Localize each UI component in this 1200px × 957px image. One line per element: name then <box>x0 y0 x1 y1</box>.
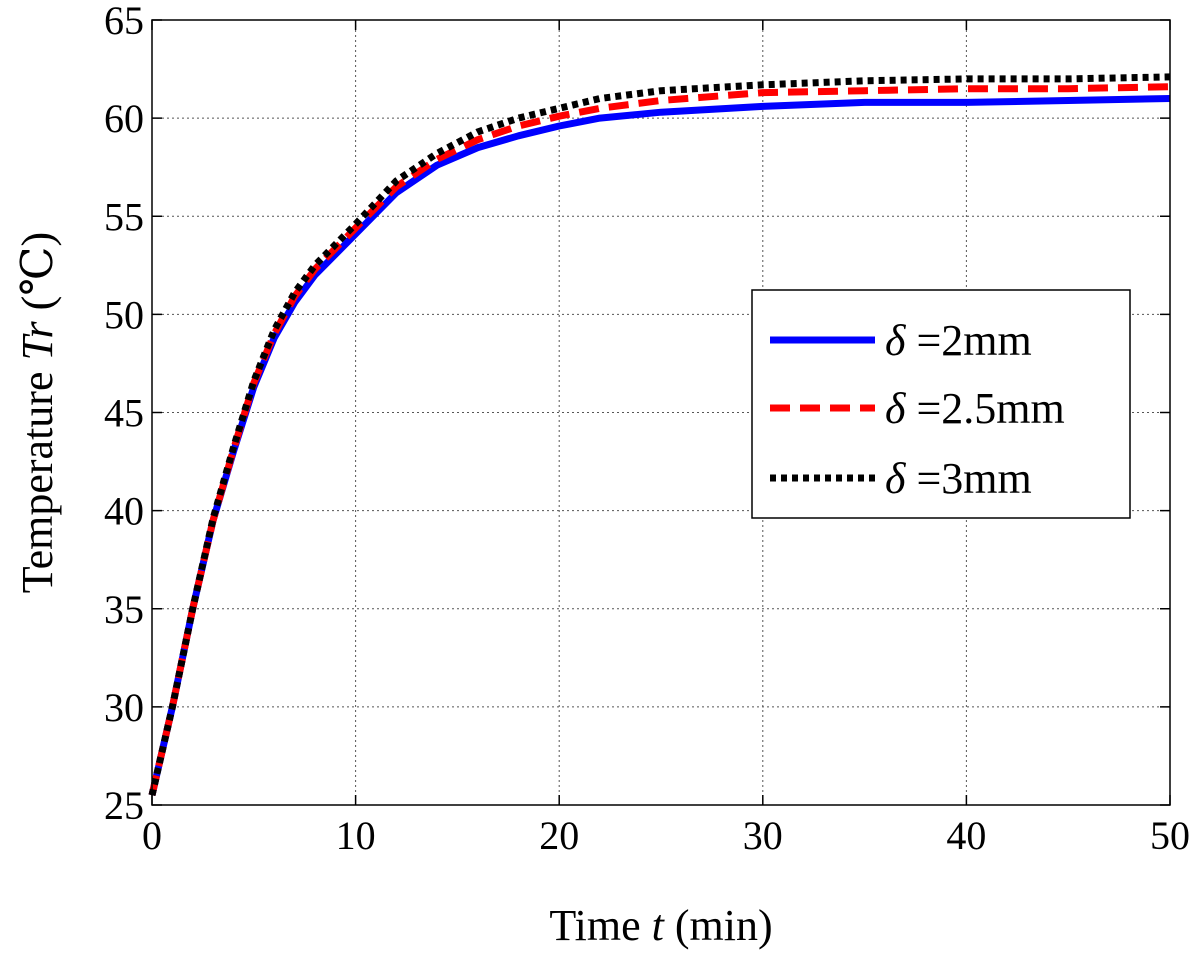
x-tick-label-20: 20 <box>539 813 579 858</box>
y-tick-label-50: 50 <box>104 292 144 337</box>
y-axis-label: Temperature Tr (℃) <box>13 232 62 593</box>
legend-label-series-2: =2.5mm <box>905 384 1064 433</box>
y-tick-label-60: 60 <box>104 96 144 141</box>
y-axis-label-unit: (℃) <box>13 232 62 322</box>
grid-lines <box>152 20 1170 805</box>
y-tick-label-30: 30 <box>104 685 144 730</box>
series-line-2 <box>148 83 1171 796</box>
legend-label-series-3: =3mm <box>905 454 1031 503</box>
series-layer <box>148 73 1171 796</box>
legend-label-series-1: =2mm <box>905 316 1031 365</box>
x-axis-label-unit: (min) <box>664 901 773 950</box>
y-tick-label-40: 40 <box>104 489 144 534</box>
y-tick-label-25: 25 <box>104 783 144 828</box>
x-tick-label-50: 50 <box>1150 813 1190 858</box>
x-axis-label: Time t (min) <box>549 901 772 950</box>
legend-entry-series-2: δ =2.5mm <box>885 384 1065 433</box>
legend-entry-series-1: δ =2mm <box>885 316 1032 365</box>
y-tick-label-35: 35 <box>104 587 144 632</box>
x-tick-label-10: 10 <box>336 813 376 858</box>
x-tick-label-40: 40 <box>946 813 986 858</box>
legend-symbol-series-1: δ <box>885 316 907 365</box>
tick-labels: 0 10 20 30 40 50 25 30 35 40 45 50 55 60 65 <box>104 0 1190 858</box>
y-tick-label-55: 55 <box>104 194 144 239</box>
legend: δ =2mm δ =2.5mm δ =3mm <box>751 289 1131 519</box>
y-tick-label-65: 65 <box>104 0 144 43</box>
x-tick-label-0: 0 <box>142 813 162 858</box>
y-axis-label-prefix: Temperature <box>13 361 62 594</box>
x-axis-label-prefix: Time <box>549 901 651 950</box>
legend-symbol-series-3: δ <box>885 454 907 503</box>
x-tick-label-30: 30 <box>743 813 783 858</box>
axis-ticks <box>151 19 1171 806</box>
y-tick-label-45: 45 <box>104 391 144 436</box>
series-line-3 <box>148 73 1171 796</box>
legend-entry-series-3: δ =3mm <box>885 454 1032 503</box>
legend-symbol-series-2: δ <box>885 384 907 433</box>
y-axis-label-variable: Tr <box>13 320 62 360</box>
x-axis-label-variable: t <box>652 901 666 950</box>
